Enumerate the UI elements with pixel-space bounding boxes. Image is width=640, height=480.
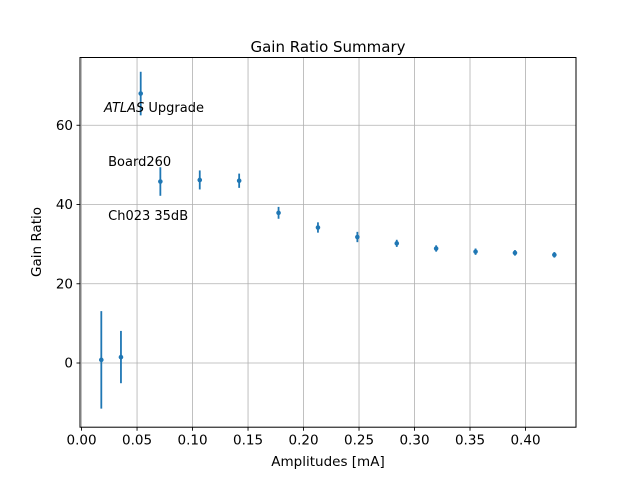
data-point	[118, 354, 124, 360]
data-point	[355, 234, 360, 240]
y-tick-label: 40	[56, 197, 73, 213]
data-point	[236, 178, 242, 184]
data-point	[138, 91, 144, 96]
data-point	[473, 249, 478, 254]
axes-frame	[79, 57, 577, 428]
y-tick-label: 60	[56, 118, 73, 134]
y-axis-label: Gain Ratio	[29, 207, 45, 277]
x-axis-label: Amplitudes [mA]	[271, 454, 385, 470]
data-point	[197, 177, 203, 183]
data-point	[394, 241, 400, 246]
x-tick-label: 0.25	[344, 433, 374, 449]
data-point	[512, 250, 518, 256]
x-tick-label: 0.20	[288, 433, 318, 449]
data-point	[552, 252, 557, 258]
data-point	[315, 225, 321, 230]
x-tick-label: 0.40	[510, 433, 540, 449]
chart-title: Gain Ratio Summary	[250, 38, 406, 56]
data-point	[99, 357, 104, 363]
data-point	[158, 179, 163, 184]
annotation-line-3: Ch023 35dB	[104, 209, 189, 224]
annotation-upgrade-text: Upgrade	[144, 101, 204, 116]
data-point	[433, 246, 439, 251]
annotation: ATLAS Upgrade Board260 Ch023 35dB	[104, 64, 204, 262]
x-tick-label: 0.30	[399, 433, 429, 449]
x-tick-label: 0.35	[455, 433, 485, 449]
x-tick-label: 0.15	[233, 433, 263, 449]
annotation-line-1: ATLAS Upgrade	[104, 100, 204, 118]
x-tick-label: 0.10	[178, 433, 208, 449]
annotation-experiment-name: ATLAS	[104, 101, 145, 116]
x-tick-label: 0.00	[67, 433, 97, 449]
annotation-line-2: Board260	[104, 155, 172, 170]
y-tick-label: 20	[56, 276, 73, 292]
x-tick-label: 0.05	[122, 433, 152, 449]
y-tick-label: 0	[64, 356, 73, 372]
data-point	[276, 210, 281, 216]
